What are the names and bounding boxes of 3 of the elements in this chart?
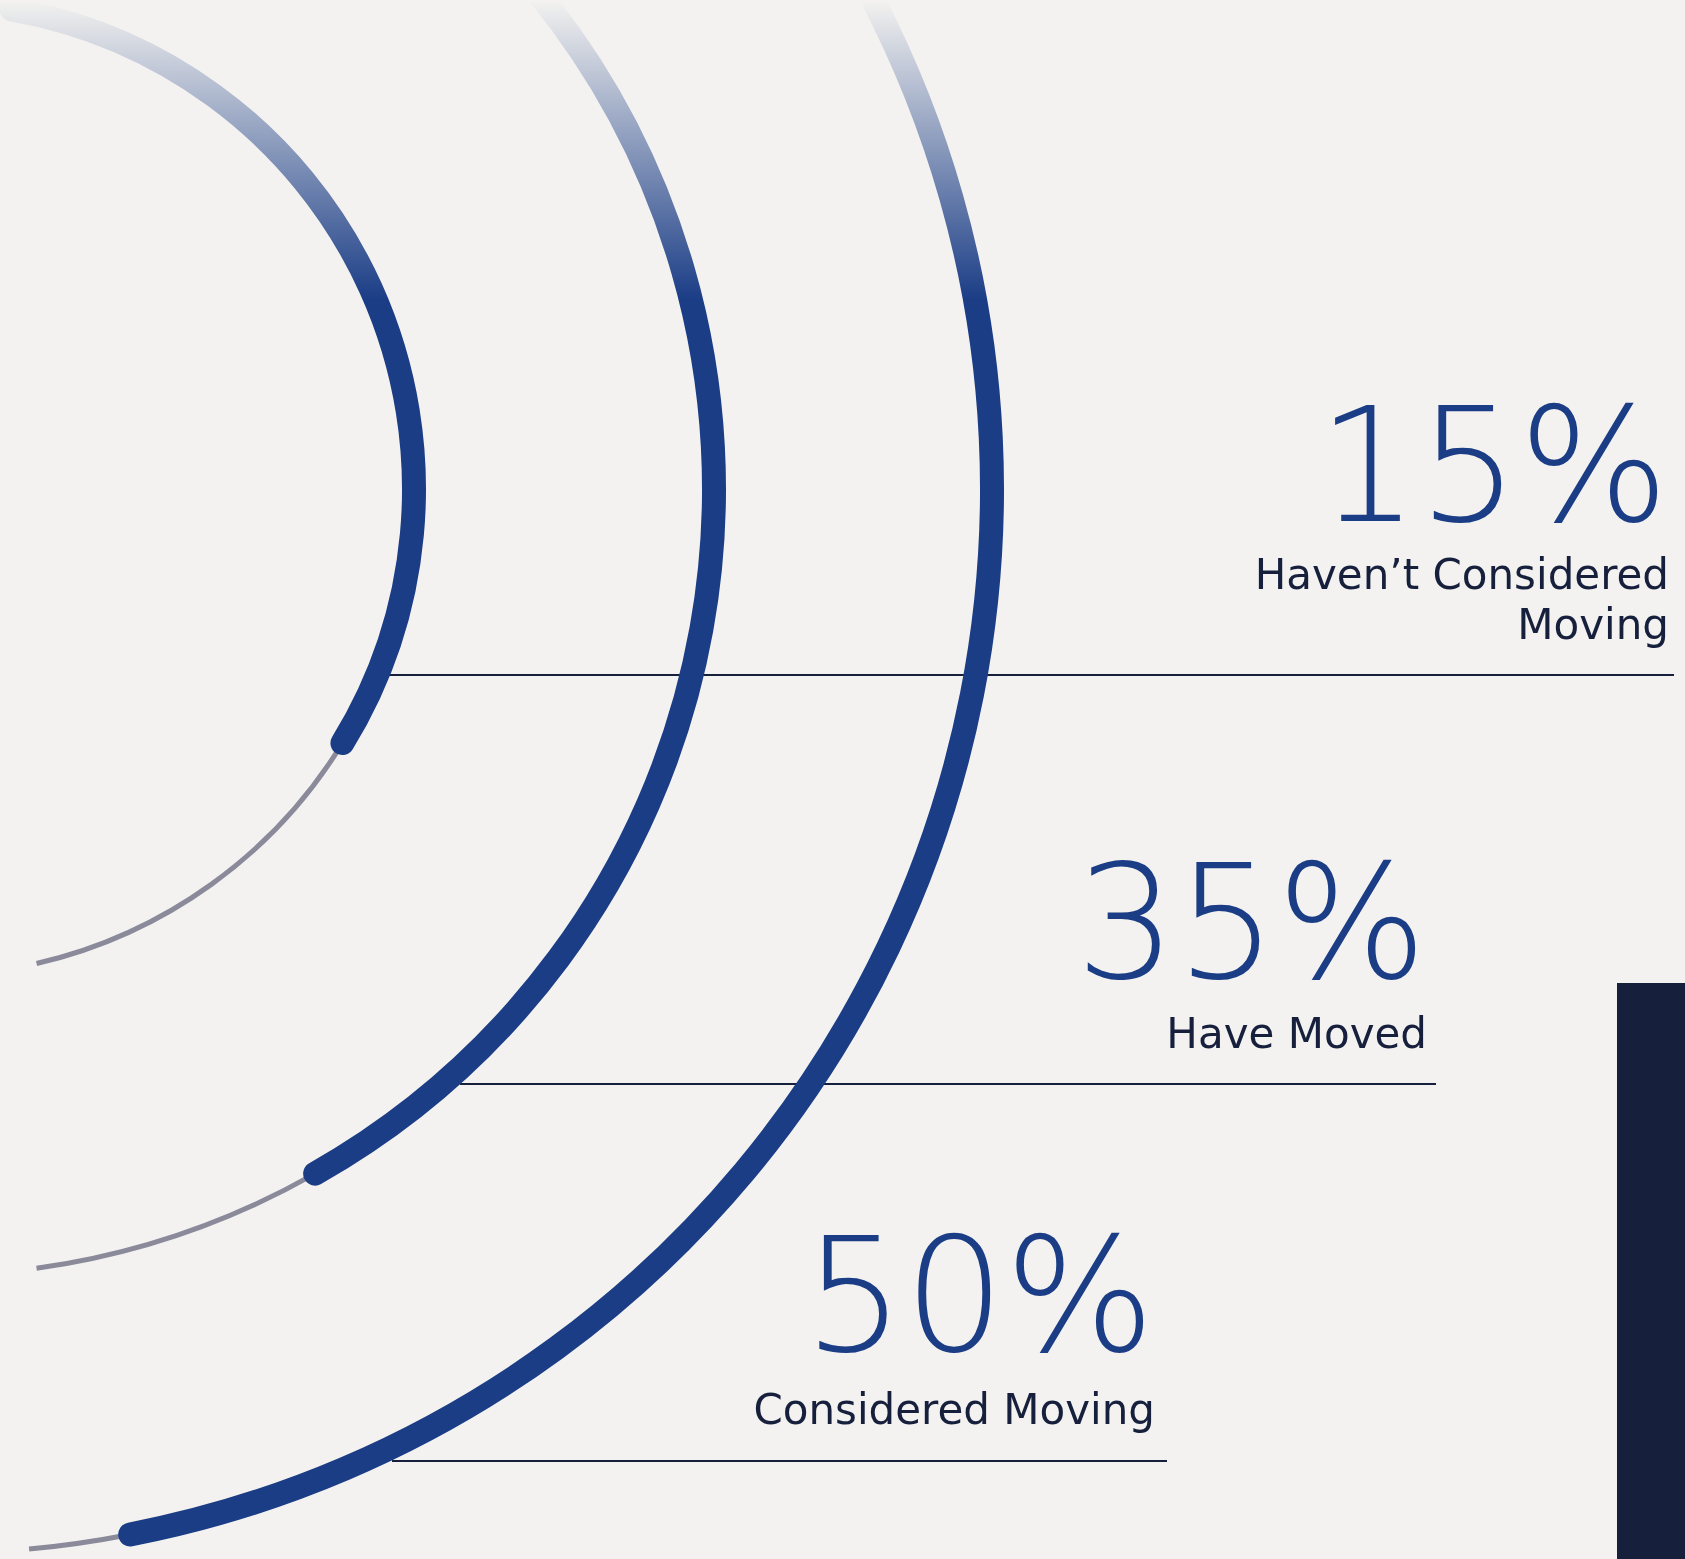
data-label: 50% bbox=[803, 1204, 1155, 1388]
category-label: Haven’t Considered Moving bbox=[1254, 550, 1669, 649]
category-label: Considered Moving bbox=[753, 1385, 1155, 1434]
